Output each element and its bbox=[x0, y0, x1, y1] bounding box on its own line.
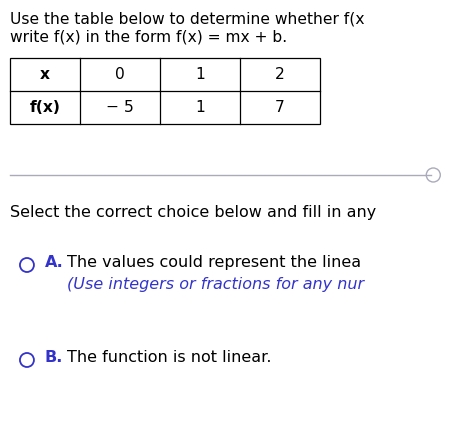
Text: The values could represent the linea: The values could represent the linea bbox=[67, 255, 361, 270]
Text: 7: 7 bbox=[275, 100, 285, 115]
Text: 1: 1 bbox=[195, 67, 205, 82]
Text: f(x): f(x) bbox=[29, 100, 60, 115]
Text: B.: B. bbox=[45, 350, 63, 365]
Text: Select the correct choice below and fill in any: Select the correct choice below and fill… bbox=[10, 205, 376, 220]
Text: − 5: − 5 bbox=[106, 100, 134, 115]
Bar bbox=[10, 58, 320, 124]
Text: The function is not linear.: The function is not linear. bbox=[67, 350, 272, 365]
Text: 1: 1 bbox=[195, 100, 205, 115]
Text: A.: A. bbox=[45, 255, 64, 270]
Text: x: x bbox=[40, 67, 50, 82]
Text: 2: 2 bbox=[275, 67, 285, 82]
Text: Use the table below to determine whether f(x: Use the table below to determine whether… bbox=[10, 12, 365, 27]
Text: write f(x) in the form f(x) = mx + b.: write f(x) in the form f(x) = mx + b. bbox=[10, 30, 287, 45]
Text: 0: 0 bbox=[115, 67, 125, 82]
Text: (Use integers or fractions for any nur: (Use integers or fractions for any nur bbox=[67, 277, 364, 292]
